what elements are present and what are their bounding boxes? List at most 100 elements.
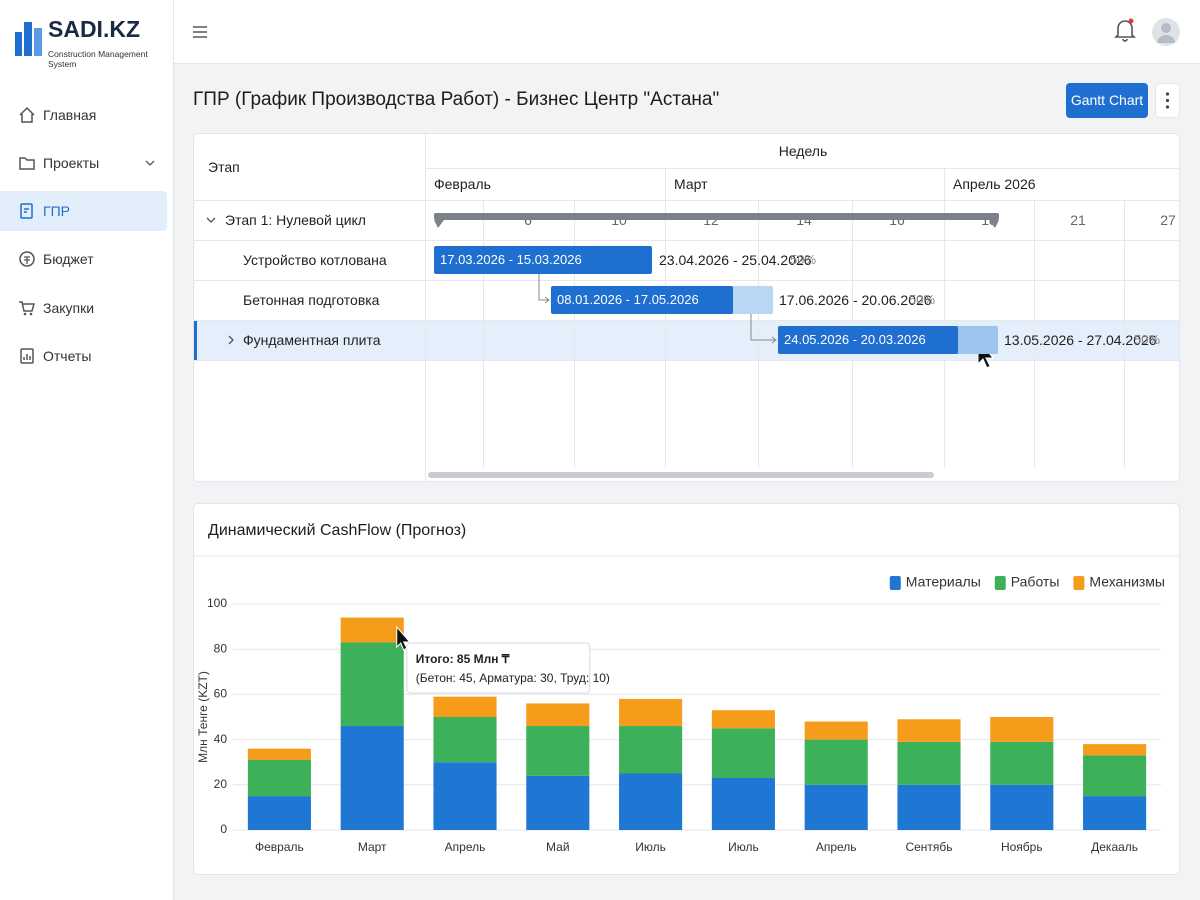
x-tick-label: Февраль <box>255 840 304 854</box>
bar-segment <box>897 741 961 785</box>
task-label: Фундаментная плита <box>243 332 381 348</box>
bar-segment <box>619 773 683 830</box>
task-dates: 17.06.2026 - 20.06.2026 <box>779 292 932 308</box>
legend-label: Материалы <box>906 574 981 590</box>
task-bar[interactable]: 24.05.2026 - 20.03.2026 <box>778 326 958 354</box>
tagline: Construction Management System <box>48 49 148 69</box>
task-bar[interactable]: 17.03.2026 - 15.03.2026 <box>434 246 652 274</box>
x-tick-label: Апрель <box>816 840 857 854</box>
nav-label: Бюджет <box>43 251 94 267</box>
task-progress: 50% <box>1134 332 1161 347</box>
bar-segment <box>433 762 497 830</box>
column-header: Этап <box>208 159 240 175</box>
task-progress: 50% <box>790 252 817 267</box>
gantt-overlay <box>206 213 999 478</box>
tooltip <box>406 642 591 694</box>
y-tick-label: 80 <box>214 641 228 655</box>
selected-row <box>194 320 1179 360</box>
more-button[interactable] <box>1155 83 1180 118</box>
legend-swatch <box>1073 576 1085 590</box>
stage-label: Этап 1: Нулевой цикл <box>225 212 366 228</box>
bar-segment <box>247 759 311 797</box>
y-tick-label: 60 <box>214 687 228 701</box>
task-label: Бетонная подготовка <box>243 292 380 308</box>
bar-segment <box>804 721 868 740</box>
nav-item[interactable]: Бюджет <box>0 239 167 279</box>
nav-item[interactable]: Проекты <box>0 143 167 183</box>
task-progress: 50% <box>909 292 936 307</box>
divider <box>425 168 1179 169</box>
bar-segment <box>711 778 775 830</box>
nav-item[interactable]: Отчеты <box>0 336 167 376</box>
legend-swatch <box>889 576 901 590</box>
task-label: Устройство котлована <box>243 252 387 268</box>
page-title: ГПР (График Производства Работ) - Бизнес… <box>193 89 720 110</box>
grid-line <box>1034 200 1035 468</box>
bar-segment <box>247 796 311 830</box>
top-bar <box>174 0 1200 64</box>
bar-segment <box>897 784 961 830</box>
bar-segment <box>990 717 1054 742</box>
bar-segment <box>804 784 868 830</box>
task-dates: 13.05.2026 - 27.04.2026 <box>1004 332 1157 348</box>
x-tick-label: Декааль <box>1091 840 1138 854</box>
x-tick-label: Сентябь <box>905 840 952 854</box>
grid-line <box>483 200 484 468</box>
x-tick-label: Май <box>546 840 570 854</box>
bar-segment <box>340 726 404 830</box>
bar-segment <box>1083 796 1147 830</box>
bar-segment <box>711 728 775 779</box>
bar-segment <box>990 741 1054 785</box>
divider <box>194 280 1179 281</box>
bar-segment <box>526 726 590 776</box>
y-tick-label: 0 <box>220 822 227 836</box>
month-label: Апрель 2026 <box>953 176 1036 192</box>
avatar[interactable] <box>1152 12 1180 52</box>
bar-segment <box>1083 744 1147 756</box>
brand: SADI.KZ <box>48 16 140 42</box>
divider <box>194 240 1179 241</box>
nav-item[interactable]: Главная <box>0 95 167 135</box>
bar-segment <box>433 717 497 763</box>
divider <box>194 320 1179 321</box>
bar-segment <box>990 784 1054 830</box>
column-header: Недель <box>778 143 828 159</box>
nav-label: ГПР <box>43 203 70 219</box>
nav-label: Отчеты <box>43 348 92 364</box>
nav-label: Проекты <box>43 155 100 171</box>
tooltip-title: Итого: 85 Млн ₸ <box>416 652 510 666</box>
nav-item[interactable]: Закупки <box>0 288 167 328</box>
y-tick-label: 20 <box>214 777 228 791</box>
view-button[interactable]: Gantt Chart <box>1066 83 1148 118</box>
bar-segment <box>340 617 404 643</box>
y-tick-label: 40 <box>214 732 228 746</box>
y-tick-label: 100 <box>207 596 227 610</box>
task-bar[interactable]: 08.01.2026 - 17.05.2026 <box>551 286 733 314</box>
nav-item[interactable]: ГПР <box>0 191 167 231</box>
divider <box>194 360 1179 361</box>
divider <box>194 200 1179 201</box>
bar-segment <box>340 642 404 727</box>
grid-line <box>1124 200 1125 468</box>
bar-segment <box>619 698 683 727</box>
week-label: 21 <box>1070 212 1086 228</box>
notifications[interactable] <box>1114 18 1136 44</box>
grid-line <box>574 200 575 468</box>
divider <box>665 168 666 468</box>
bar-segment <box>619 726 683 774</box>
week-label: 27 <box>1160 212 1176 228</box>
legend-label: Работы <box>1011 574 1060 590</box>
divider <box>425 134 426 481</box>
bar-segment <box>804 739 868 785</box>
bar-segment <box>526 775 590 830</box>
bar-segment <box>526 703 590 727</box>
x-tick-label: Июль <box>728 840 759 854</box>
tooltip-detail: (Бетон: 45, Арматура: 30, Труд: 10) <box>416 671 610 685</box>
logo-icon <box>15 22 42 56</box>
sidebar: SADI.KZ Construction Management System Г… <box>0 0 174 900</box>
menu-button[interactable] <box>192 24 208 40</box>
x-tick-label: Март <box>358 840 387 854</box>
legend-swatch <box>994 576 1006 590</box>
divider <box>944 168 945 468</box>
